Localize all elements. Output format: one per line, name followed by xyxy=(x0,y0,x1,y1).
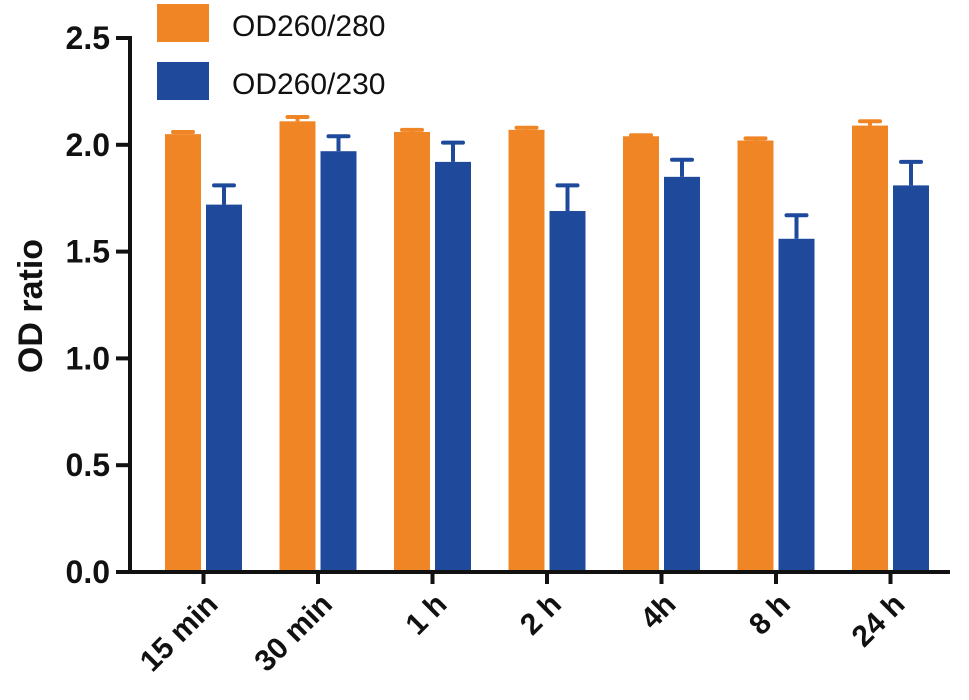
legend-swatch-od260-230 xyxy=(157,62,209,100)
x-tick-label: 15 min xyxy=(134,588,225,679)
bar-od260-280 xyxy=(623,136,659,573)
bar-od260-230 xyxy=(549,211,586,573)
x-axis: 15 min 30 min 1 h 2 h 4h 8 h 24 h xyxy=(128,570,950,679)
bar-od260-280 xyxy=(279,121,316,572)
legend-label: OD260/280 xyxy=(232,10,385,43)
x-tick-label: 2 h xyxy=(514,588,568,642)
bar-od260-230 xyxy=(206,204,242,572)
y-tick-label: 2.0 xyxy=(66,127,110,163)
bar-od260-280 xyxy=(737,140,774,572)
legend-label: OD260/230 xyxy=(232,68,385,101)
y-tick-label: 2.5 xyxy=(66,20,110,56)
x-tick-label: 30 min xyxy=(248,588,339,679)
y-tick-label: 1.5 xyxy=(66,234,110,270)
bar-od260-280 xyxy=(508,129,545,572)
bar-od260-230 xyxy=(893,185,929,572)
legend: OD260/280 OD260/230 xyxy=(157,4,385,101)
bars xyxy=(165,115,929,573)
bar-od260-280 xyxy=(165,134,201,572)
bar-od260-230 xyxy=(664,176,700,572)
x-tick-label: 8 h xyxy=(743,588,797,642)
y-tick-label: 0.5 xyxy=(66,447,110,483)
bar-od260-230 xyxy=(435,161,471,572)
y-tick-label: 0.0 xyxy=(66,554,110,590)
y-tick-label: 1.0 xyxy=(66,340,110,376)
bar-od260-280 xyxy=(394,131,430,572)
bar-od260-280 xyxy=(852,125,888,573)
bar-od260-230 xyxy=(320,151,357,572)
legend-swatch-od260-280 xyxy=(157,4,209,42)
y-axis-title: OD ratio xyxy=(12,239,50,373)
x-tick-label: 24 h xyxy=(846,588,912,654)
bar-od260-230 xyxy=(778,238,815,572)
x-tick-label: 1 h xyxy=(399,588,453,642)
y-axis: 0.0 0.5 1.0 1.5 2.0 2.5 xyxy=(66,20,132,590)
x-tick-label: 4h xyxy=(634,588,682,636)
